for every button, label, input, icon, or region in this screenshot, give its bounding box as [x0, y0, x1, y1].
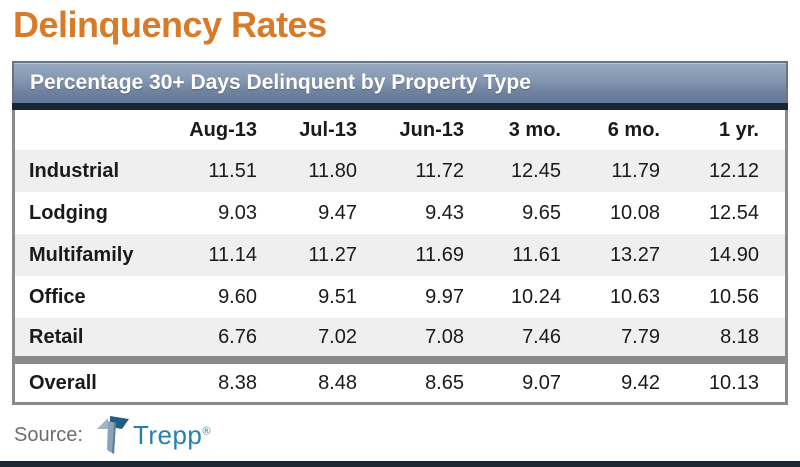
cell-value: 12.45 — [510, 159, 561, 182]
table-header-title: Percentage 30+ Days Delinquent by Proper… — [30, 71, 531, 94]
cell-value: 9.47 — [318, 201, 357, 224]
table-header-bar: Percentage 30+ Days Delinquent by Proper… — [12, 61, 788, 103]
cell-value: 11.69 — [415, 243, 464, 266]
delinquency-table: Aug-13 Jul-13 Jun-13 3 mo. 6 mo. 1 yr. I… — [15, 110, 785, 402]
row-label: Office — [29, 285, 86, 308]
cell-value: 10.13 — [686, 356, 785, 402]
row-label: Multifamily — [29, 243, 134, 266]
cell-value: 7.79 — [621, 325, 660, 348]
cell-value: 13.27 — [609, 243, 660, 266]
cell-value: 10.24 — [510, 285, 561, 308]
cell-value: 11.80 — [308, 159, 357, 182]
row-label: Industrial — [29, 159, 120, 182]
cell-value: 7.02 — [318, 325, 357, 348]
cell-value: 9.43 — [425, 201, 464, 224]
cell-value: 9.42 — [587, 356, 686, 402]
cell-value: 8.48 — [283, 356, 383, 402]
cell-value: 9.03 — [218, 201, 257, 224]
cell-value: 10.56 — [708, 285, 759, 308]
table-row-overall: Overall 8.38 8.48 8.65 9.07 9.42 10.13 — [15, 356, 785, 402]
column-header-6mo: 6 mo. — [607, 118, 660, 141]
cell-value: 9.60 — [218, 285, 257, 308]
column-header-1yr: 1 yr. — [718, 118, 759, 141]
source-brand: Trepp® — [132, 419, 212, 450]
table-row-office: Office 9.60 9.51 9.97 10.24 10.63 10.56 — [15, 276, 785, 318]
source-attribution: Source: Trepp® — [14, 415, 211, 455]
cell-value: 8.38 — [183, 356, 283, 402]
cell-value: 7.46 — [522, 325, 561, 348]
registered-trademark: ® — [202, 424, 212, 437]
cell-value: 10.63 — [609, 285, 660, 308]
column-header-aug13: Aug-13 — [189, 118, 257, 141]
cell-value: 6.76 — [218, 325, 257, 348]
cell-value: 10.08 — [609, 201, 660, 224]
cell-value: 14.90 — [708, 243, 759, 266]
row-label: Overall — [15, 356, 183, 402]
table-row-lodging: Lodging 9.03 9.47 9.43 9.65 10.08 12.54 — [15, 192, 785, 234]
bottom-navy-bar — [0, 461, 800, 467]
cell-value: 8.18 — [720, 325, 759, 348]
cell-value: 9.07 — [490, 356, 587, 402]
column-header-row: Aug-13 Jul-13 Jun-13 3 mo. 6 mo. 1 yr. — [15, 110, 785, 150]
table-box: Aug-13 Jul-13 Jun-13 3 mo. 6 mo. 1 yr. I… — [12, 110, 788, 405]
cell-value: 11.14 — [208, 243, 257, 266]
cell-value: 11.27 — [308, 243, 357, 266]
column-header-blank — [15, 110, 183, 150]
column-header-jun13: Jun-13 — [399, 118, 464, 141]
table-row-industrial: Industrial 11.51 11.80 11.72 12.45 11.79… — [15, 150, 785, 192]
column-header-3mo: 3 mo. — [508, 118, 561, 141]
header-navy-divider — [12, 103, 788, 110]
cell-value: 9.97 — [425, 285, 464, 308]
row-label: Lodging — [29, 201, 108, 224]
cell-value: 7.08 — [425, 325, 464, 348]
table-row-multifamily: Multifamily 11.14 11.27 11.69 11.61 13.2… — [15, 234, 785, 276]
cell-value: 8.65 — [383, 356, 490, 402]
cell-value: 11.79 — [611, 159, 660, 182]
page-title: Delinquency Rates — [13, 4, 327, 45]
cell-value: 9.65 — [522, 201, 561, 224]
cell-value: 12.12 — [708, 159, 759, 182]
cell-value: 9.51 — [318, 285, 357, 308]
cell-value: 11.51 — [208, 159, 257, 182]
cell-value: 12.54 — [708, 201, 759, 224]
cell-value: 11.61 — [512, 243, 561, 266]
row-label: Retail — [29, 325, 84, 348]
cell-value: 11.72 — [415, 159, 464, 182]
column-header-jul13: Jul-13 — [299, 118, 357, 141]
table-row-retail: Retail 6.76 7.02 7.08 7.46 7.79 8.18 — [15, 318, 785, 360]
source-label: Source: — [14, 423, 83, 446]
delinquency-table-panel: Percentage 30+ Days Delinquent by Proper… — [12, 61, 788, 405]
trepp-logo-icon — [96, 416, 129, 454]
